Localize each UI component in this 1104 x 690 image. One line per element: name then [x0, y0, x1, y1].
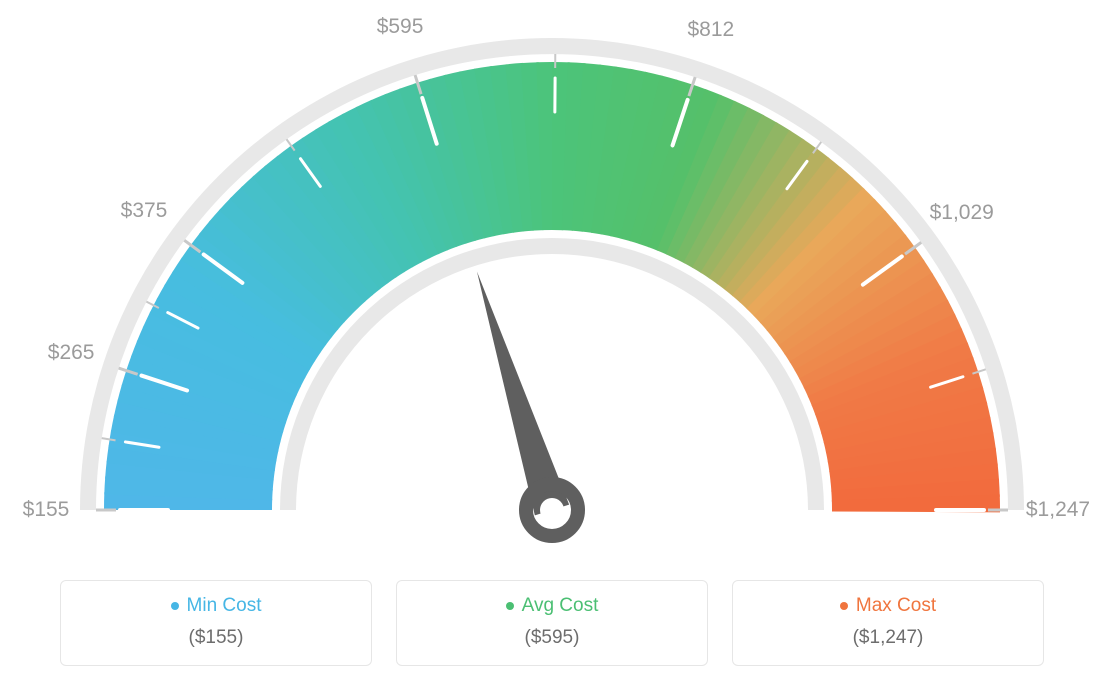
legend-card-max: Max Cost ($1,247) — [732, 580, 1044, 666]
legend-title-min: Min Cost — [171, 595, 262, 617]
tick-label: $375 — [121, 199, 168, 223]
gauge-area: $155 $265 $375 $595 $812 $1,029 $1,247 — [0, 0, 1104, 560]
tick-label: $595 — [377, 15, 424, 39]
tick-label: $1,029 — [930, 201, 994, 225]
legend-card-avg: Avg Cost ($595) — [396, 580, 708, 666]
legend-dot-avg — [506, 602, 514, 610]
gauge-svg — [0, 0, 1104, 560]
legend-card-min: Min Cost ($155) — [60, 580, 372, 666]
legend-label-avg: Avg Cost — [522, 595, 599, 617]
legend-label-min: Min Cost — [187, 595, 262, 617]
tick-label: $812 — [687, 18, 734, 42]
legend-title-avg: Avg Cost — [506, 595, 599, 617]
legend-value-max: ($1,247) — [733, 627, 1043, 649]
legend-row: Min Cost ($155) Avg Cost ($595) Max Cost… — [0, 580, 1104, 666]
legend-value-avg: ($595) — [397, 627, 707, 649]
tick-label: $155 — [23, 498, 70, 522]
legend-label-max: Max Cost — [856, 595, 936, 617]
tick-label: $265 — [48, 341, 95, 365]
cost-gauge-widget: $155 $265 $375 $595 $812 $1,029 $1,247 Min Cos… — [0, 0, 1104, 690]
legend-title-max: Max Cost — [840, 595, 936, 617]
legend-value-min: ($155) — [61, 627, 371, 649]
tick-label: $1,247 — [1026, 498, 1090, 522]
legend-dot-min — [171, 602, 179, 610]
legend-dot-max — [840, 602, 848, 610]
